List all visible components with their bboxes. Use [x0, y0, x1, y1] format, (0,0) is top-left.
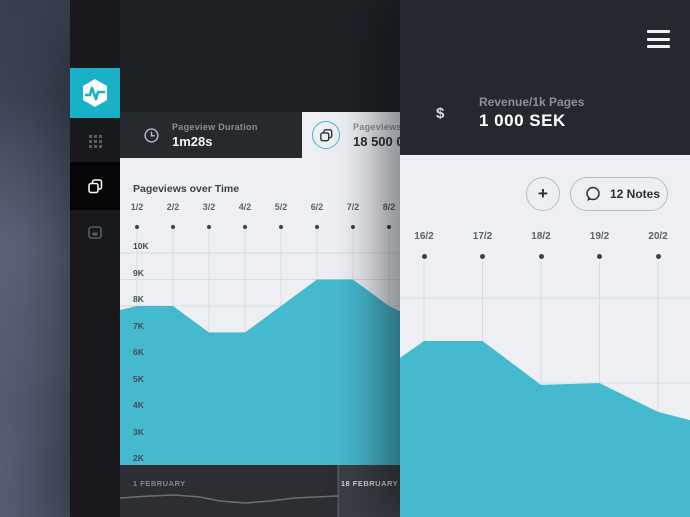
x-axis-label: 7/2: [346, 202, 360, 212]
x-axis-label: 6/2: [310, 202, 324, 212]
revenue-stat: $ Revenue/1k Pages 1 000 SEK: [436, 95, 584, 131]
clock-icon: [144, 127, 159, 143]
sidebar-item-pages[interactable]: [70, 162, 120, 210]
detail-area-chart: [400, 262, 690, 517]
x-axis-dot: [421, 254, 427, 259]
y-axis-label: 2K: [133, 453, 144, 463]
add-note-button[interactable]: +: [526, 177, 560, 211]
chat-bubble-icon: [586, 186, 600, 201]
x-axis-dot: [597, 254, 602, 259]
x-axis-dot: [243, 225, 247, 229]
chart-title: Pageviews over Time: [133, 183, 240, 195]
x-axis-label: 16/2: [414, 231, 434, 242]
x-axis-label: 18/2: [531, 231, 551, 242]
y-axis-label: 9K: [133, 267, 144, 278]
x-axis-label: 20/2: [648, 231, 668, 242]
pages-icon: [87, 178, 102, 193]
x-axis-dot: [135, 225, 139, 229]
hamburger-menu-icon[interactable]: [647, 30, 670, 48]
y-axis-label: 4K: [133, 400, 144, 410]
pageviews-chart-panel: Pageviews over Time 1/2 2/2 3/2 4/2 5/2 6/2 7/…: [120, 158, 400, 465]
y-axis-label: 7K: [133, 320, 144, 331]
x-axis-label: 4/2: [238, 202, 252, 212]
x-axis-dot: [387, 225, 391, 229]
x-axis-dot: [538, 254, 544, 259]
x-axis-dot: [655, 254, 661, 259]
area-series: [120, 279, 400, 465]
pulse-hexagon-logo-icon: [83, 79, 107, 107]
browser-window-icon: [88, 225, 102, 239]
pageviews-area-chart: [120, 227, 400, 465]
scrubber-end-label: 18 FEBRUARY: [340, 479, 399, 488]
metric-tabs: Pageview Duration 1m28s Pageviews 18 500…: [120, 112, 400, 158]
x-axis-label: 5/2: [274, 202, 288, 212]
detail-header: $ Revenue/1k Pages 1 000 SEK: [400, 0, 690, 155]
x-axis-dot: [171, 225, 175, 229]
area-series: [400, 341, 690, 517]
tab-pageviews[interactable]: Pageviews 18 500 0: [302, 112, 400, 158]
tab-label: Pageviews: [353, 121, 400, 132]
y-axis-label: 3K: [133, 426, 144, 437]
app-logo[interactable]: [70, 68, 120, 118]
tab-value: 1m28s: [172, 133, 213, 149]
tab-label: Pageview Duration: [172, 121, 258, 132]
x-axis-dot: [351, 225, 355, 229]
x-axis-label: 8/2: [382, 202, 396, 212]
timeline-scrubber[interactable]: 1 FEBRUARY 18 FEBRUARY: [120, 465, 400, 517]
pages-icon-ring: [312, 121, 340, 149]
y-axis-label: 8K: [133, 294, 144, 304]
main-header: [70, 0, 400, 112]
scrubber-selected-range[interactable]: 18 FEBRUARY: [338, 465, 400, 517]
x-axis-dot: [315, 225, 319, 229]
stat-value: 1 000 SEK: [479, 111, 566, 130]
x-axis-dot: [207, 225, 211, 229]
detail-panel: $ Revenue/1k Pages 1 000 SEK + 12 Notes: [400, 0, 690, 517]
notes-button[interactable]: 12 Notes: [570, 177, 668, 211]
x-axis-label: 3/2: [202, 202, 216, 212]
scrubber-start-label: 1 FEBRUARY: [133, 479, 186, 488]
detail-body: + 12 Notes 16/2 17/2 18/2 19/2 20/2: [400, 155, 690, 517]
stat-label: Revenue/1k Pages: [479, 95, 585, 109]
x-axis-label: 19/2: [589, 231, 610, 242]
tab-value: 18 500 0: [353, 133, 400, 149]
apps-grid-icon: [88, 134, 102, 148]
y-axis-label: 5K: [133, 373, 144, 384]
app-window: Pageview Duration 1m28s Pageviews 18 500…: [70, 0, 690, 517]
x-axis-label: 17/2: [472, 231, 493, 242]
x-axis-label: 1/2: [130, 202, 144, 212]
tab-pageview-duration[interactable]: Pageview Duration 1m28s: [120, 112, 302, 158]
pages-icon: [319, 128, 332, 141]
sidebar-item-apps-grid[interactable]: [70, 117, 120, 165]
notes-button-label: 12 Notes: [610, 187, 661, 201]
sidebar: [70, 0, 120, 517]
x-axis-dot: [480, 254, 485, 259]
sidebar-item-browser[interactable]: [70, 208, 120, 256]
y-axis-label: 6K: [133, 347, 144, 357]
x-axis-label: 2/2: [166, 202, 180, 212]
y-axis-label: 10K: [133, 241, 149, 251]
x-axis-dot: [279, 225, 283, 229]
dollar-icon: $: [436, 104, 445, 122]
